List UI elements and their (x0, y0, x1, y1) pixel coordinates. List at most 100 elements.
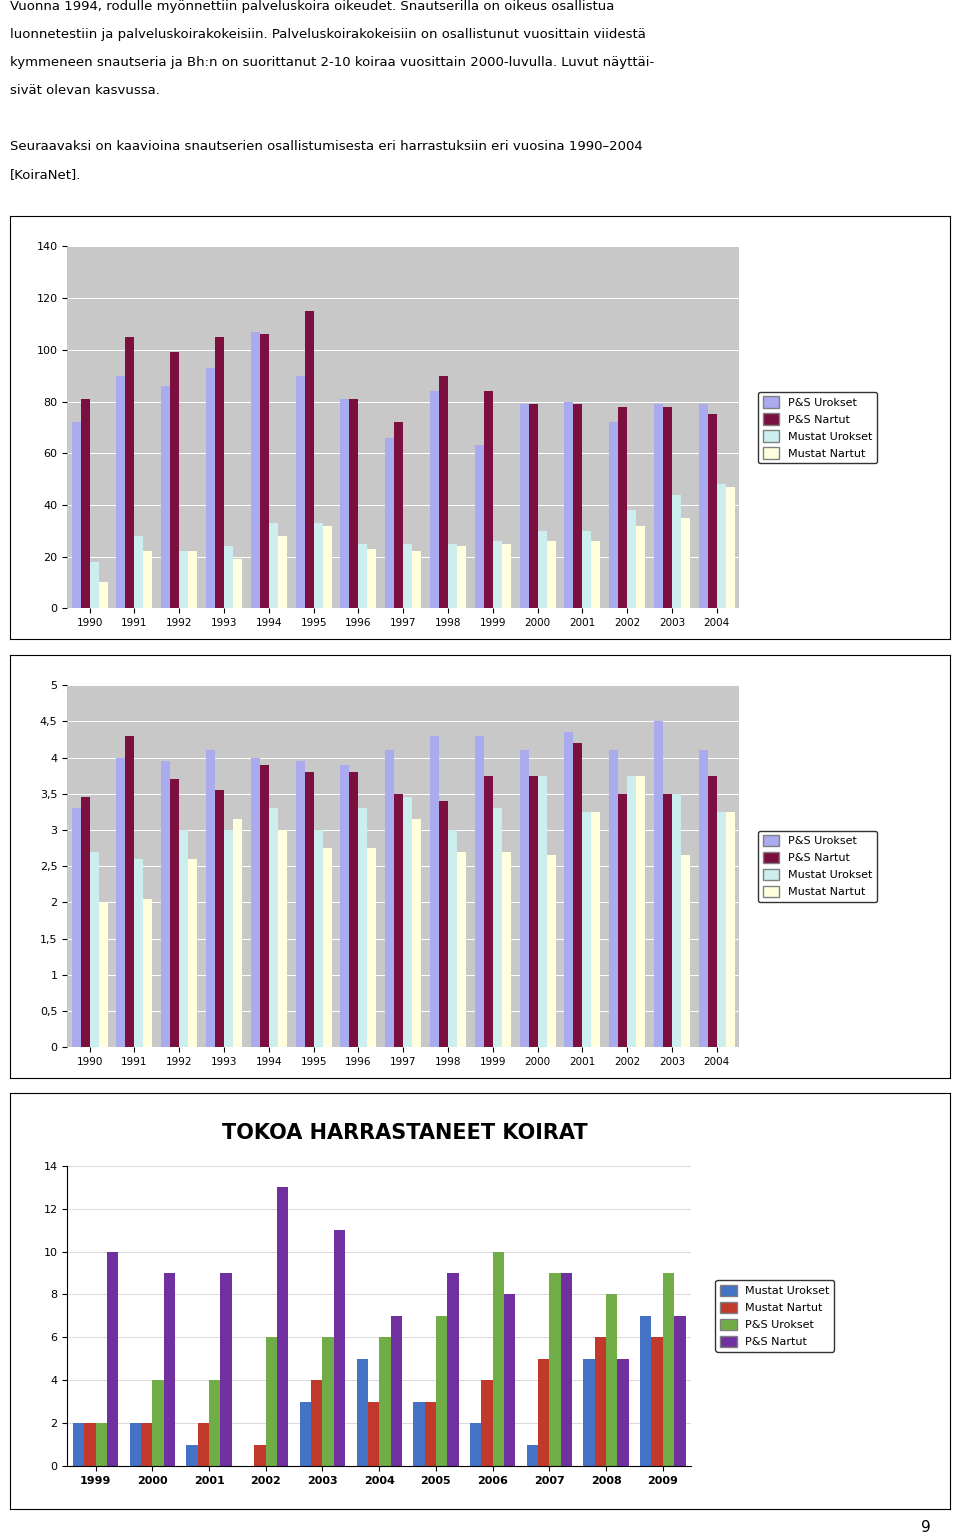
Text: sivät olevan kasvussa.: sivät olevan kasvussa. (10, 85, 159, 97)
Bar (519, 750, 529, 1047)
Bar (447, 1274, 459, 1466)
Bar (260, 334, 269, 608)
Bar (448, 544, 457, 608)
Bar (161, 387, 170, 608)
Bar (277, 830, 287, 1047)
Bar (395, 795, 403, 1047)
Bar (681, 855, 690, 1047)
Bar (654, 403, 663, 608)
Bar (617, 1358, 629, 1466)
Text: Näyttelyssä käyneiden määrä: Näyttelyssä käyneiden määrä (311, 249, 498, 262)
Bar (349, 399, 358, 608)
Bar (663, 795, 672, 1047)
Bar (591, 541, 600, 608)
Bar (654, 721, 663, 1047)
Legend: Mustat Urokset, Mustat Nartut, P&S Urokset, P&S Nartut: Mustat Urokset, Mustat Nartut, P&S Uroks… (715, 1280, 834, 1352)
Bar (424, 1401, 436, 1466)
Text: kymmeneen snautseria ja Bh:n on suorittanut 2-10 koiraa vuosittain 2000-luvulla.: kymmeneen snautseria ja Bh:n on suoritta… (10, 55, 654, 69)
Bar (368, 548, 376, 608)
Bar (186, 1445, 198, 1466)
Bar (260, 765, 269, 1047)
Legend: P&S Urokset, P&S Nartut, Mustat Urokset, Mustat Nartut: P&S Urokset, P&S Nartut, Mustat Urokset,… (758, 391, 877, 464)
Bar (81, 399, 89, 608)
Bar (206, 750, 215, 1047)
Bar (130, 1423, 141, 1466)
Bar (314, 524, 323, 608)
Bar (610, 750, 618, 1047)
Bar (143, 551, 153, 608)
Bar (116, 376, 126, 608)
Bar (134, 859, 143, 1047)
Bar (470, 1423, 481, 1466)
Bar (448, 830, 457, 1047)
Bar (368, 1401, 379, 1466)
Bar (583, 531, 591, 608)
Bar (379, 1337, 391, 1466)
Bar (674, 1315, 685, 1466)
Bar (269, 524, 277, 608)
Bar (708, 414, 717, 608)
Bar (188, 551, 197, 608)
Bar (163, 1274, 175, 1466)
Bar (170, 779, 180, 1047)
Bar (81, 798, 89, 1047)
Bar (538, 1358, 549, 1466)
Bar (334, 1230, 346, 1466)
Bar (481, 1380, 492, 1466)
Bar (475, 736, 484, 1047)
Bar (116, 758, 126, 1047)
Text: [KoiraNet].: [KoiraNet]. (10, 168, 81, 182)
Bar (699, 403, 708, 608)
Bar (233, 559, 242, 608)
Bar (484, 776, 492, 1047)
Bar (538, 531, 546, 608)
Bar (662, 1274, 674, 1466)
Bar (504, 1295, 516, 1466)
Bar (296, 761, 304, 1047)
Bar (717, 812, 726, 1047)
Bar (439, 801, 448, 1047)
Bar (636, 525, 645, 608)
Bar (502, 544, 511, 608)
Bar (254, 1445, 266, 1466)
Bar (430, 736, 439, 1047)
Bar (403, 798, 412, 1047)
Bar (209, 1380, 221, 1466)
Bar (395, 422, 403, 608)
Bar (457, 547, 466, 608)
Bar (412, 819, 421, 1047)
Bar (672, 795, 681, 1047)
Bar (99, 582, 108, 608)
Bar (107, 1252, 118, 1466)
Bar (529, 776, 538, 1047)
Bar (439, 376, 448, 608)
Bar (627, 776, 636, 1047)
Bar (529, 403, 538, 608)
Bar (492, 808, 502, 1047)
Text: 9: 9 (922, 1520, 931, 1535)
Text: Vuonna 1994, rodulle myönnettiin palveluskoira oikeudet. Snautserilla on oikeus : Vuonna 1994, rodulle myönnettiin palvelu… (10, 0, 614, 12)
Bar (89, 852, 99, 1047)
Bar (412, 551, 421, 608)
Bar (300, 1401, 311, 1466)
Bar (618, 795, 627, 1047)
Bar (606, 1295, 617, 1466)
Bar (143, 899, 153, 1047)
Bar (726, 487, 734, 608)
Bar (206, 368, 215, 608)
Bar (221, 1274, 231, 1466)
Bar (591, 812, 600, 1047)
Bar (573, 403, 583, 608)
Bar (519, 403, 529, 608)
Bar (180, 551, 188, 608)
Bar (224, 830, 233, 1047)
Bar (251, 331, 260, 608)
Bar (161, 761, 170, 1047)
Bar (341, 765, 349, 1047)
Text: luonnetestiin ja palveluskoirakokeisiin. Palveluskoirakokeisiin on osallistunut : luonnetestiin ja palveluskoirakokeisiin.… (10, 28, 645, 42)
Bar (627, 510, 636, 608)
Bar (385, 437, 395, 608)
Bar (304, 311, 314, 608)
Bar (564, 402, 573, 608)
Legend: P&S Urokset, P&S Nartut, Mustat Urokset, Mustat Nartut: P&S Urokset, P&S Nartut, Mustat Urokset,… (758, 830, 877, 902)
